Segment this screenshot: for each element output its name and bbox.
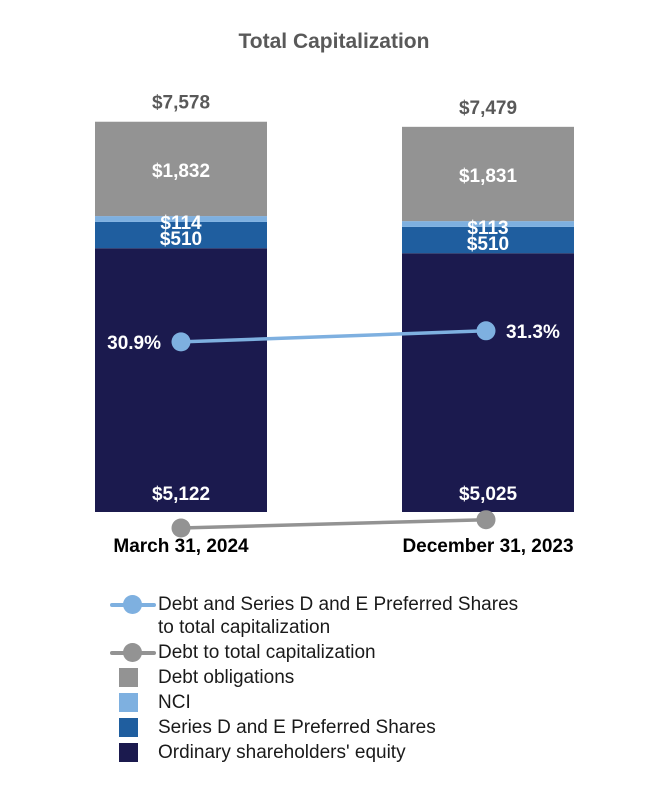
legend-item: Debt to total capitalization xyxy=(110,641,610,664)
chart-title: Total Capitalization xyxy=(239,30,430,53)
square-icon xyxy=(110,716,158,739)
segment-label-3-1: $1,831 xyxy=(459,166,518,187)
line-marker-icon xyxy=(110,593,158,616)
ratio-point-1-0 xyxy=(171,518,191,538)
bar-segment-1-0 xyxy=(95,221,267,249)
square-icon xyxy=(110,666,158,689)
ratio-point-1-1 xyxy=(476,510,496,530)
segment-label-2-1: $113 xyxy=(467,218,508,239)
capitalization-chart: Total Capitalization $5,122$510$114$1,83… xyxy=(95,30,574,557)
bar-segment-2-0 xyxy=(95,216,267,222)
legend-item: Debt and Series D and E Preferred Shares… xyxy=(110,593,610,639)
ratio-point-0-1 xyxy=(476,321,496,341)
legend-item: Series D and E Preferred Shares xyxy=(110,716,610,739)
square-icon xyxy=(110,691,158,714)
bar-segment-1-1 xyxy=(402,226,574,254)
segment-label-0-1: $5,025 xyxy=(459,484,518,505)
category-label-1: December 31, 2023 xyxy=(402,536,573,557)
legend-label: Debt obligations xyxy=(158,667,295,688)
square-icon xyxy=(110,741,158,764)
ratio-label-1-0: 24.2% xyxy=(107,519,161,540)
bar-segment-2-1 xyxy=(402,221,574,227)
chart-legend: Debt and Series D and E Preferred Shares… xyxy=(110,593,610,766)
legend-label: NCI xyxy=(158,692,191,713)
legend-label: Ordinary shareholders' equity xyxy=(158,742,406,763)
legend-label: Debt and Series D and E Preferred Shares… xyxy=(158,594,519,638)
segment-label-0-0: $5,122 xyxy=(152,484,210,505)
ratio-label-0-0: 30.9% xyxy=(107,333,161,354)
ratio-point-0-0 xyxy=(171,332,191,352)
legend-item: Debt obligations xyxy=(110,666,610,689)
ratio-line-0 xyxy=(180,329,487,344)
legend-item: Ordinary shareholders' equity xyxy=(110,741,610,764)
legend-label: Debt to total capitalization xyxy=(158,642,376,663)
bar-segment-3-0 xyxy=(95,121,267,217)
line-marker-icon xyxy=(110,641,158,664)
segment-label-3-0: $1,832 xyxy=(152,161,210,182)
bar-segment-0-0 xyxy=(95,248,267,513)
ratio-label-0-1: 31.3% xyxy=(506,322,560,343)
bar-segment-0-1 xyxy=(402,253,574,512)
total-label-1: $7,479 xyxy=(459,98,517,119)
legend-item: NCI xyxy=(110,691,610,714)
total-label-0: $7,578 xyxy=(152,93,210,114)
legend-label: Series D and E Preferred Shares xyxy=(158,717,436,738)
bar-segment-3-1 xyxy=(402,126,574,222)
segment-label-1-1: $510 xyxy=(467,234,509,255)
category-label-0: March 31, 2024 xyxy=(113,536,249,557)
segment-label-1-0: $510 xyxy=(160,229,202,250)
segment-label-2-0: $114 xyxy=(160,213,202,234)
ratio-line-1 xyxy=(180,517,487,530)
ratio-label-1-1: 24.5% xyxy=(506,511,560,532)
